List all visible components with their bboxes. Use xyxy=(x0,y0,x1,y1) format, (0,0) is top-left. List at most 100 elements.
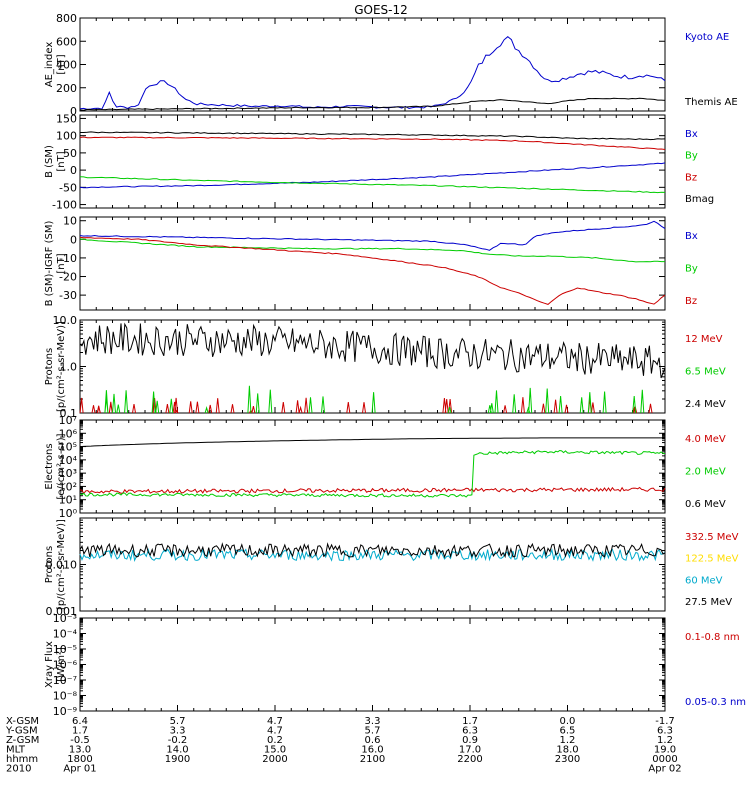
panel-4: 0.1 1.0 10.0 Protons [p/(cm²-s-sr-MeV)] 12 Me… xyxy=(44,314,726,420)
y-tick-label: -100 xyxy=(52,199,77,212)
x-tick-value: 2200 xyxy=(457,754,482,765)
y-tick-label: 800 xyxy=(56,12,77,25)
x-tick-value: 14.0 xyxy=(166,745,188,756)
y-tick-label: 10⁻⁵ xyxy=(53,643,77,656)
y-axis-label: [e/(cm²-s-sr)] xyxy=(56,433,67,499)
legend-label: Bx xyxy=(685,231,698,242)
x-row-label: 2010 xyxy=(6,764,31,775)
y-tick-label: 10⁻⁶ xyxy=(53,659,78,672)
series-line xyxy=(79,97,666,111)
series-line xyxy=(79,437,665,448)
x-tick-value: Apr 02 xyxy=(648,764,681,775)
y-tick-label: 400 xyxy=(56,59,77,72)
series-line xyxy=(79,176,666,194)
y-axis-label: [p/(cm²-s-sr-MeV)] xyxy=(56,321,67,412)
y-tick-label: -10 xyxy=(59,252,77,265)
y-tick-label: 0.010 xyxy=(46,559,78,572)
legend-label: By xyxy=(685,151,698,162)
y-tick-label: 0 xyxy=(70,164,77,177)
panel-7: 10⁻⁹ 10⁻⁸ 10⁻⁷ 10⁻⁶ 10⁻⁵ 10⁻⁴ 10⁻³ Xray Flux [W/… xyxy=(44,612,746,718)
series-line xyxy=(79,236,666,305)
panel-frame xyxy=(79,419,666,514)
y-axis-label: Protons xyxy=(44,348,55,385)
y-axis-label: [nT] xyxy=(56,253,67,273)
legend-label: Kyoto AE xyxy=(685,32,729,43)
legend-label: 332.5 MeV xyxy=(685,532,739,543)
y-tick-label: -50 xyxy=(59,181,77,194)
y-tick-label: 10¹ xyxy=(59,494,77,507)
legend-label: 2.0 MeV xyxy=(685,467,726,478)
series-line xyxy=(79,486,666,495)
x-tick-value: -0.2 xyxy=(168,735,188,746)
legend-label: 60 MeV xyxy=(685,575,723,586)
x-tick-value: 3.3 xyxy=(365,716,381,727)
x-tick-value: 1900 xyxy=(165,754,190,765)
x-tick-value: 4.7 xyxy=(267,716,283,727)
x-tick-value: 18.0 xyxy=(556,745,578,756)
x-tick-value: 0.2 xyxy=(267,735,283,746)
x-tick-value: 5.7 xyxy=(365,726,381,737)
series-line xyxy=(79,238,665,263)
legend-label: Bz xyxy=(685,296,697,307)
x-tick-value: 2000 xyxy=(262,754,287,765)
y-axis-label: AE_index xyxy=(44,42,55,88)
x-tick-value: 16.0 xyxy=(361,745,383,756)
y-tick-label: 0.1 xyxy=(60,407,78,420)
x-tick-value: -0.5 xyxy=(70,735,90,746)
y-tick-label: 10⁵ xyxy=(59,441,77,454)
x-tick-value: 2100 xyxy=(360,754,385,765)
x-tick-value: 0.6 xyxy=(365,735,381,746)
y-axis-label: Xray Flux xyxy=(44,641,55,688)
x-tick-value: 3.3 xyxy=(170,726,186,737)
y-tick-label: 10.0 xyxy=(53,314,78,327)
series-line xyxy=(79,449,666,498)
y-tick-label: 150 xyxy=(56,112,77,125)
y-axis-label: Electrons xyxy=(44,443,55,489)
y-tick-label: 10³ xyxy=(59,467,77,480)
x-tick-value: 2300 xyxy=(555,754,580,765)
y-tick-label: -30 xyxy=(59,289,77,302)
legend-label: 0.6 MeV xyxy=(685,499,726,510)
panel-2: -100 -50 0 50 100 150 B (SM) [nT] Bx By Bz Bmag xyxy=(44,112,714,211)
series-line xyxy=(79,542,666,559)
y-axis-label: Protons xyxy=(44,546,55,583)
y-tick-label: 10⁻³ xyxy=(53,612,77,625)
x-tick-value: 0000 xyxy=(652,754,677,765)
legend-label: Bmag xyxy=(685,194,714,205)
y-tick-label: 10⁻⁹ xyxy=(53,705,77,718)
x-tick-value: 6.3 xyxy=(657,726,673,737)
y-axis-label: [nT] xyxy=(56,151,67,171)
x-tick-value: 6.5 xyxy=(560,726,576,737)
legend-label: 122.5 MeV xyxy=(685,554,739,565)
x-axis-table: X-GSMY-GSMZ-GSMMLThhmm20106.41.7-0.513.0… xyxy=(5,716,682,775)
y-tick-label: 10⁷ xyxy=(59,414,77,427)
x-row-label: MLT xyxy=(6,745,26,756)
series-line xyxy=(79,136,666,150)
y-tick-label: 10² xyxy=(59,480,77,493)
x-row-label: Z-GSM xyxy=(6,735,39,746)
legend-label: Themis AE xyxy=(684,97,738,108)
y-tick-label: 10 xyxy=(63,215,77,228)
legend-label: 12 MeV xyxy=(685,334,723,345)
y-tick-label: 100 xyxy=(56,130,77,143)
legend-label: 4.0 MeV xyxy=(685,434,726,445)
x-tick-value: 1800 xyxy=(67,754,92,765)
legend-label: 6.5 MeV xyxy=(685,367,726,378)
series-line xyxy=(104,385,645,414)
series-line xyxy=(80,131,666,141)
panel-frame xyxy=(79,17,666,112)
y-tick-label: -20 xyxy=(59,271,77,284)
y-axis-label: B (SM)-IGRF (SM) xyxy=(44,221,55,307)
y-tick-label: 1.0 xyxy=(60,361,78,374)
plot-title: GOES-12 xyxy=(354,3,408,17)
y-axis-label: [W/m²] xyxy=(56,647,67,682)
panel-frame xyxy=(79,617,666,712)
y-tick-label: 50 xyxy=(63,147,77,160)
y-tick-label: 10⁰ xyxy=(59,507,78,520)
y-tick-label: 0 xyxy=(70,233,77,246)
x-row-label: X-GSM xyxy=(6,716,39,727)
